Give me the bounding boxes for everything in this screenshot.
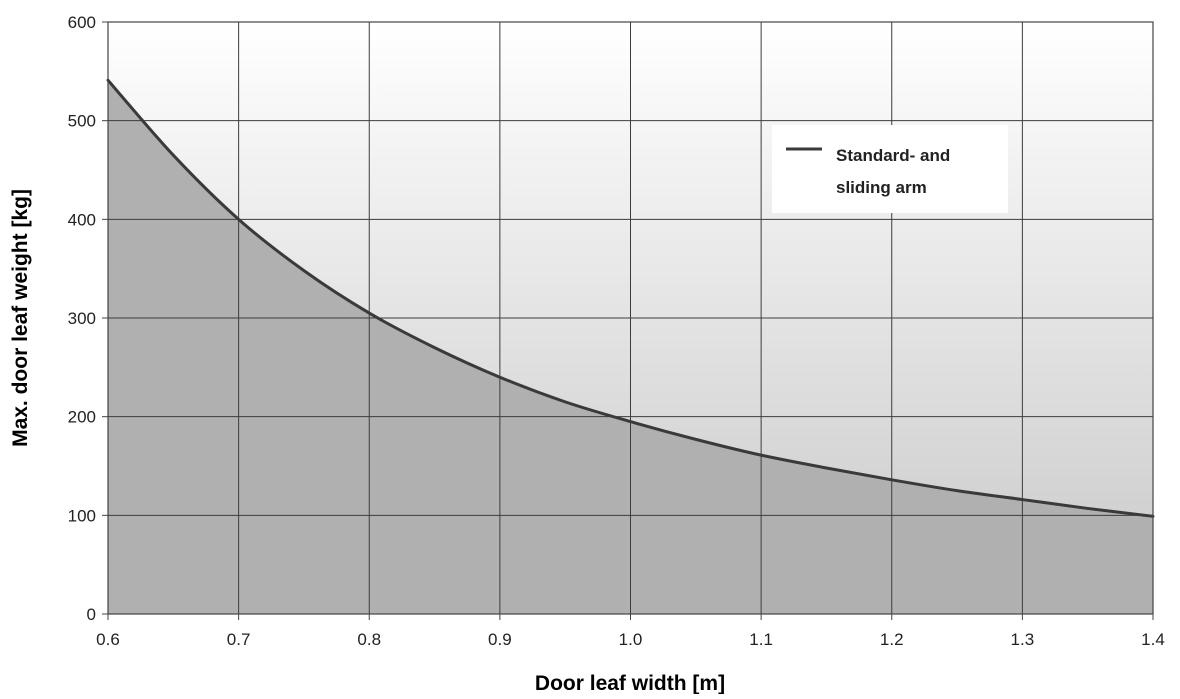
line-layer [106, 78, 1155, 518]
legend-label-line-1: Standard- and [836, 146, 950, 165]
y-tick-label-4: 400 [68, 210, 96, 229]
legend: Standard- and sliding arm [772, 125, 1008, 213]
y-tick-label-0: 0 [87, 605, 96, 624]
y-tick-label-3: 300 [68, 309, 96, 328]
x-tick-label-2: 0.8 [357, 630, 381, 649]
x-tick-label-0: 0.6 [96, 630, 120, 649]
x-tick-label-3: 0.9 [488, 630, 512, 649]
series-line-0 [106, 78, 1155, 518]
grid-layer [108, 22, 1153, 614]
tick-layer: 0.6 0.7 0.8 0.9 1.0 1.1 1.2 1.3 1.4 0 100 200 300 400… [68, 13, 1165, 649]
x-axis-title: Door leaf width [m] [535, 672, 725, 694]
x-tick-label-7: 1.3 [1011, 630, 1035, 649]
legend-box [772, 125, 1008, 213]
y-tick-label-2: 200 [68, 408, 96, 427]
x-tick-label-4: 1.0 [619, 630, 643, 649]
x-tick-label-5: 1.1 [749, 630, 773, 649]
y-axis-title: Max. door leaf weight [kg] [9, 189, 32, 447]
y-tick-label-6: 600 [68, 13, 96, 32]
x-tick-label-1: 0.7 [227, 630, 251, 649]
y-tick-label-1: 100 [68, 506, 96, 525]
y-tick-label-5: 500 [68, 112, 96, 131]
x-tick-label-6: 1.2 [880, 630, 904, 649]
x-tick-label-8: 1.4 [1141, 630, 1165, 649]
legend-label-line-2: sliding arm [836, 178, 927, 197]
